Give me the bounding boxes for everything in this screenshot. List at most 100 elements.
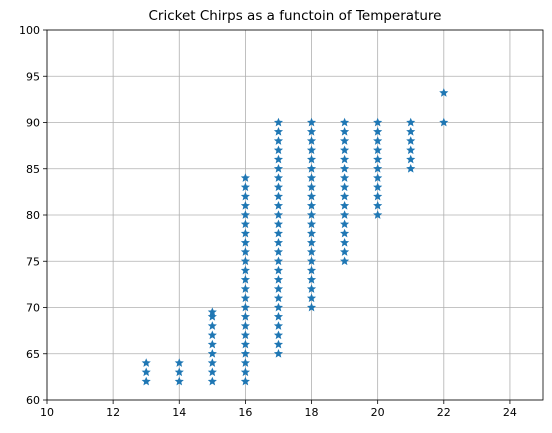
point: [340, 173, 350, 182]
point: [240, 173, 250, 182]
point: [306, 237, 317, 247]
point: [207, 376, 217, 386]
point: [406, 117, 416, 127]
point: [207, 330, 217, 340]
point: [340, 145, 350, 155]
point: [373, 191, 383, 201]
point: [306, 274, 317, 284]
point: [174, 358, 184, 367]
point: [273, 163, 284, 173]
point: [273, 228, 284, 238]
point: [207, 367, 217, 377]
point: [273, 117, 284, 127]
point: [340, 247, 350, 256]
point: [306, 136, 317, 145]
point: [240, 348, 250, 358]
point: [340, 228, 350, 238]
point: [306, 200, 317, 210]
point: [340, 256, 350, 266]
point: [340, 154, 350, 164]
point: [273, 191, 284, 201]
point: [306, 228, 317, 238]
point: [141, 358, 151, 367]
point: [406, 136, 416, 145]
chart-title: Cricket Chirps as a functoin of Temperat…: [149, 8, 442, 24]
point: [340, 136, 350, 145]
x-tick-label: 20: [371, 406, 385, 419]
point: [406, 154, 416, 164]
point: [273, 265, 284, 275]
point: [340, 219, 350, 229]
point: [306, 154, 317, 164]
point: [306, 173, 317, 182]
point: [273, 274, 284, 284]
point: [207, 358, 217, 367]
point: [373, 154, 383, 164]
point: [240, 284, 250, 293]
point: [141, 367, 151, 377]
point: [240, 228, 250, 238]
point: [207, 348, 217, 358]
point: [240, 293, 250, 303]
point: [273, 237, 284, 247]
point: [273, 219, 284, 229]
point: [240, 376, 250, 386]
point: [273, 173, 284, 182]
point: [174, 376, 184, 386]
point: [306, 145, 317, 155]
point: [273, 330, 284, 340]
point: [273, 302, 284, 312]
point: [306, 219, 317, 229]
point: [207, 307, 217, 317]
point: [240, 321, 250, 330]
y-tick-label: 65: [26, 348, 40, 361]
point: [306, 256, 317, 266]
point: [240, 256, 250, 266]
point: [273, 145, 284, 155]
point: [306, 163, 317, 173]
x-tick-label: 10: [40, 406, 54, 419]
point: [240, 330, 250, 340]
point: [340, 117, 350, 127]
y-tick-label: 100: [19, 24, 40, 37]
point: [273, 247, 284, 256]
point: [273, 256, 284, 266]
point: [273, 321, 284, 330]
point: [240, 302, 250, 312]
point: [240, 367, 250, 377]
point: [373, 126, 383, 136]
point: [306, 293, 317, 303]
point: [240, 191, 250, 201]
point: [273, 136, 284, 145]
point: [240, 182, 250, 192]
point: [306, 210, 317, 219]
point: [306, 284, 317, 293]
point: [240, 265, 250, 275]
point: [240, 200, 250, 210]
point: [406, 126, 416, 136]
point: [406, 163, 416, 173]
point: [273, 126, 284, 136]
point: [141, 376, 151, 386]
point: [373, 173, 383, 182]
point: [273, 339, 284, 349]
point: [273, 311, 284, 321]
y-tick-label: 80: [26, 209, 40, 222]
point: [240, 210, 250, 219]
point: [273, 293, 284, 303]
plot-frame: [46, 29, 544, 401]
point: [439, 117, 449, 127]
y-tick-label: 85: [26, 163, 40, 176]
point: [240, 247, 250, 256]
point: [373, 117, 383, 127]
point: [340, 126, 350, 136]
point: [340, 210, 350, 219]
point: [273, 200, 284, 210]
y-tick-label: 60: [26, 394, 40, 407]
point: [406, 145, 416, 155]
point: [373, 200, 383, 210]
point: [340, 163, 350, 173]
x-tick-label: 24: [503, 406, 517, 419]
point: [240, 339, 250, 349]
